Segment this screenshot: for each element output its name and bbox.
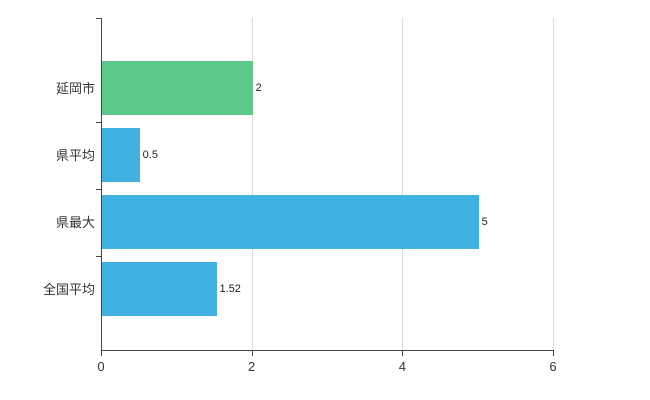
bar-2 xyxy=(102,128,140,182)
x-axis-tick xyxy=(553,351,554,356)
category-label: 延岡市 xyxy=(55,81,95,96)
bar-1 xyxy=(102,61,253,115)
vertical-gridline xyxy=(402,18,404,350)
x-axis-tick xyxy=(101,351,102,356)
y-axis-tick xyxy=(96,18,101,19)
x-axis-line xyxy=(101,350,554,351)
vertical-gridline xyxy=(553,18,554,350)
y-axis-tick xyxy=(96,255,101,257)
x-axis-tick xyxy=(251,351,253,356)
x-axis-tick-label: 0 xyxy=(97,359,105,374)
y-axis-line xyxy=(101,18,102,350)
bar-value-label: 2 xyxy=(255,82,262,94)
x-axis-tick-label: 4 xyxy=(398,359,406,374)
category-label: 県平均 xyxy=(55,148,95,163)
category-label: 県最大 xyxy=(55,215,95,230)
x-axis-tick xyxy=(402,351,404,356)
bar-value-label: 0.5 xyxy=(142,149,158,161)
bar-3 xyxy=(102,195,479,249)
x-axis-tick-label: 2 xyxy=(248,359,256,374)
y-axis-tick xyxy=(96,121,101,123)
bar-4 xyxy=(102,262,217,316)
x-axis-tick-label: 6 xyxy=(549,359,557,374)
bar-value-label: 1.52 xyxy=(219,283,241,295)
y-axis-tick xyxy=(96,188,101,190)
category-label: 全国平均 xyxy=(42,282,95,297)
bar-value-label: 5 xyxy=(481,216,488,228)
vertical-gridline xyxy=(251,18,253,350)
